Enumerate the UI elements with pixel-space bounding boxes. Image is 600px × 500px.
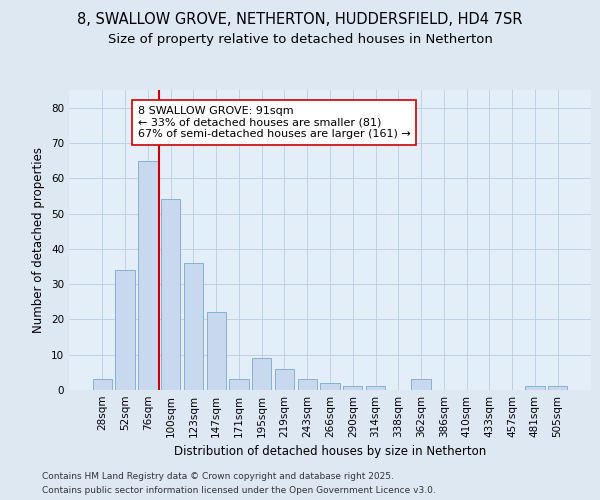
X-axis label: Distribution of detached houses by size in Netherton: Distribution of detached houses by size … (174, 446, 486, 458)
Bar (548, 386, 567, 390)
Bar (525, 386, 545, 390)
Bar (366, 386, 385, 390)
Y-axis label: Number of detached properties: Number of detached properties (32, 147, 46, 333)
Bar (115, 270, 135, 390)
Bar (320, 383, 340, 390)
Bar (343, 386, 362, 390)
Bar (229, 380, 248, 390)
Text: Size of property relative to detached houses in Netherton: Size of property relative to detached ho… (107, 32, 493, 46)
Bar (161, 200, 181, 390)
Bar (138, 160, 158, 390)
Bar (298, 380, 317, 390)
Text: Contains public sector information licensed under the Open Government Licence v3: Contains public sector information licen… (42, 486, 436, 495)
Bar (275, 369, 294, 390)
Bar (206, 312, 226, 390)
Bar (252, 358, 271, 390)
Bar (93, 380, 112, 390)
Text: 8 SWALLOW GROVE: 91sqm
← 33% of detached houses are smaller (81)
67% of semi-det: 8 SWALLOW GROVE: 91sqm ← 33% of detached… (137, 106, 410, 139)
Bar (184, 263, 203, 390)
Text: 8, SWALLOW GROVE, NETHERTON, HUDDERSFIELD, HD4 7SR: 8, SWALLOW GROVE, NETHERTON, HUDDERSFIEL… (77, 12, 523, 28)
Text: Contains HM Land Registry data © Crown copyright and database right 2025.: Contains HM Land Registry data © Crown c… (42, 472, 394, 481)
Bar (412, 380, 431, 390)
